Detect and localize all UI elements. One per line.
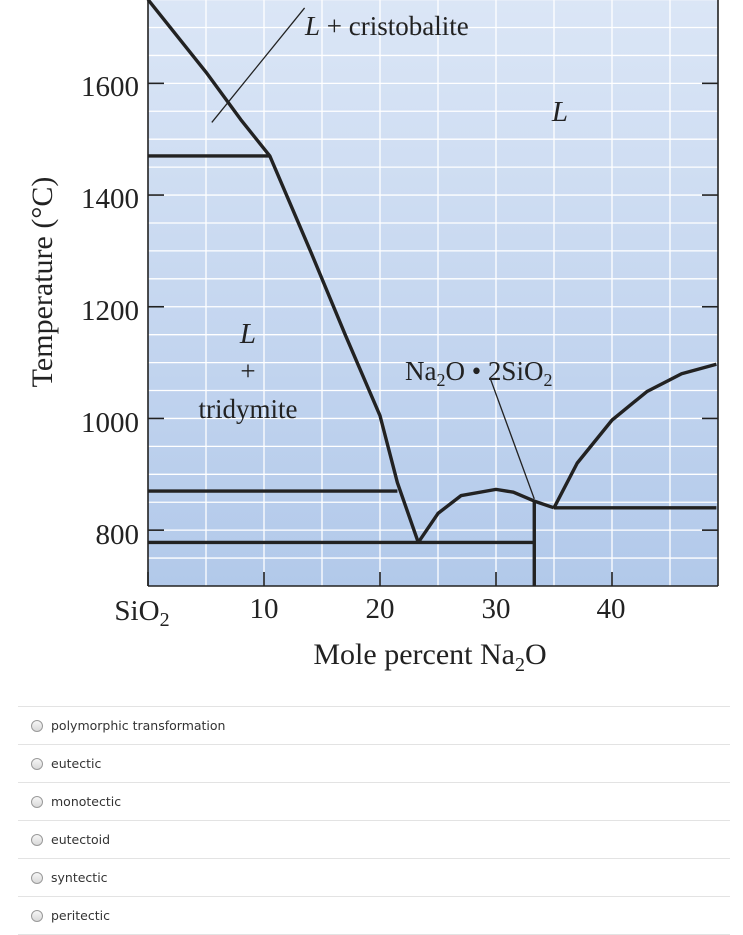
option-label: peritectic bbox=[51, 908, 110, 923]
radio-button[interactable] bbox=[31, 719, 43, 732]
answer-options: polymorphic transformation eutectic mono… bbox=[18, 706, 730, 935]
y-tick-label: 800 bbox=[96, 519, 140, 551]
option-monotectic[interactable]: monotectic bbox=[18, 782, 730, 820]
option-eutectic[interactable]: eutectic bbox=[18, 744, 730, 782]
option-label: syntectic bbox=[51, 870, 108, 885]
option-eutectoid[interactable]: eutectoid bbox=[18, 820, 730, 858]
option-syntectic[interactable]: syntectic bbox=[18, 858, 730, 896]
radio-button[interactable] bbox=[31, 871, 43, 884]
option-polymorphic-transformation[interactable]: polymorphic transformation bbox=[18, 706, 730, 744]
x-tick-label: 10 bbox=[250, 593, 279, 625]
region-label-plus: + bbox=[240, 356, 255, 386]
compound-dome bbox=[416, 487, 555, 544]
leader-cristobalite bbox=[211, 7, 306, 123]
x-tick-label: 30 bbox=[482, 593, 511, 625]
x-axis-title: Mole percent Na2O bbox=[313, 638, 546, 676]
region-label-l-cristobalite: L + cristobalite bbox=[304, 11, 469, 41]
x-tick-label: 40 bbox=[597, 593, 626, 625]
option-label: monotectic bbox=[51, 794, 122, 809]
grid bbox=[148, 0, 718, 586]
x-tick-label-sio2: SiO2 bbox=[114, 595, 169, 631]
option-label: eutectoid bbox=[51, 832, 111, 847]
y-tick-label: 1600 bbox=[81, 71, 139, 103]
region-label-liquid: L bbox=[551, 96, 568, 128]
option-label: eutectic bbox=[51, 756, 102, 771]
phase-lines bbox=[146, 0, 717, 586]
x-tick-label: 20 bbox=[366, 593, 395, 625]
phase-diagram: 1600 1400 1200 1000 800 SiO2 10 20 30 40… bbox=[26, 0, 719, 676]
region-label-compound: Na2O • 2SiO2 bbox=[405, 356, 552, 390]
radio-button[interactable] bbox=[31, 795, 43, 808]
y-tick-label: 1200 bbox=[81, 295, 139, 327]
plot-area bbox=[148, 0, 718, 586]
leader-compound bbox=[489, 378, 535, 500]
option-peritectic[interactable]: peritectic bbox=[18, 896, 730, 935]
region-label-l: L bbox=[239, 318, 256, 350]
region-label-tridymite: tridymite bbox=[199, 394, 298, 424]
y-axis-title: Temperature (°C) bbox=[26, 177, 59, 388]
radio-button[interactable] bbox=[31, 833, 43, 846]
option-label: polymorphic transformation bbox=[51, 718, 226, 733]
silica-liquidus bbox=[146, 0, 420, 543]
na2o-rich-liquidus bbox=[552, 362, 717, 509]
y-tick-label: 1400 bbox=[81, 183, 139, 215]
y-tick-label: 1000 bbox=[81, 407, 139, 439]
radio-button[interactable] bbox=[31, 909, 43, 922]
radio-button[interactable] bbox=[31, 757, 43, 770]
